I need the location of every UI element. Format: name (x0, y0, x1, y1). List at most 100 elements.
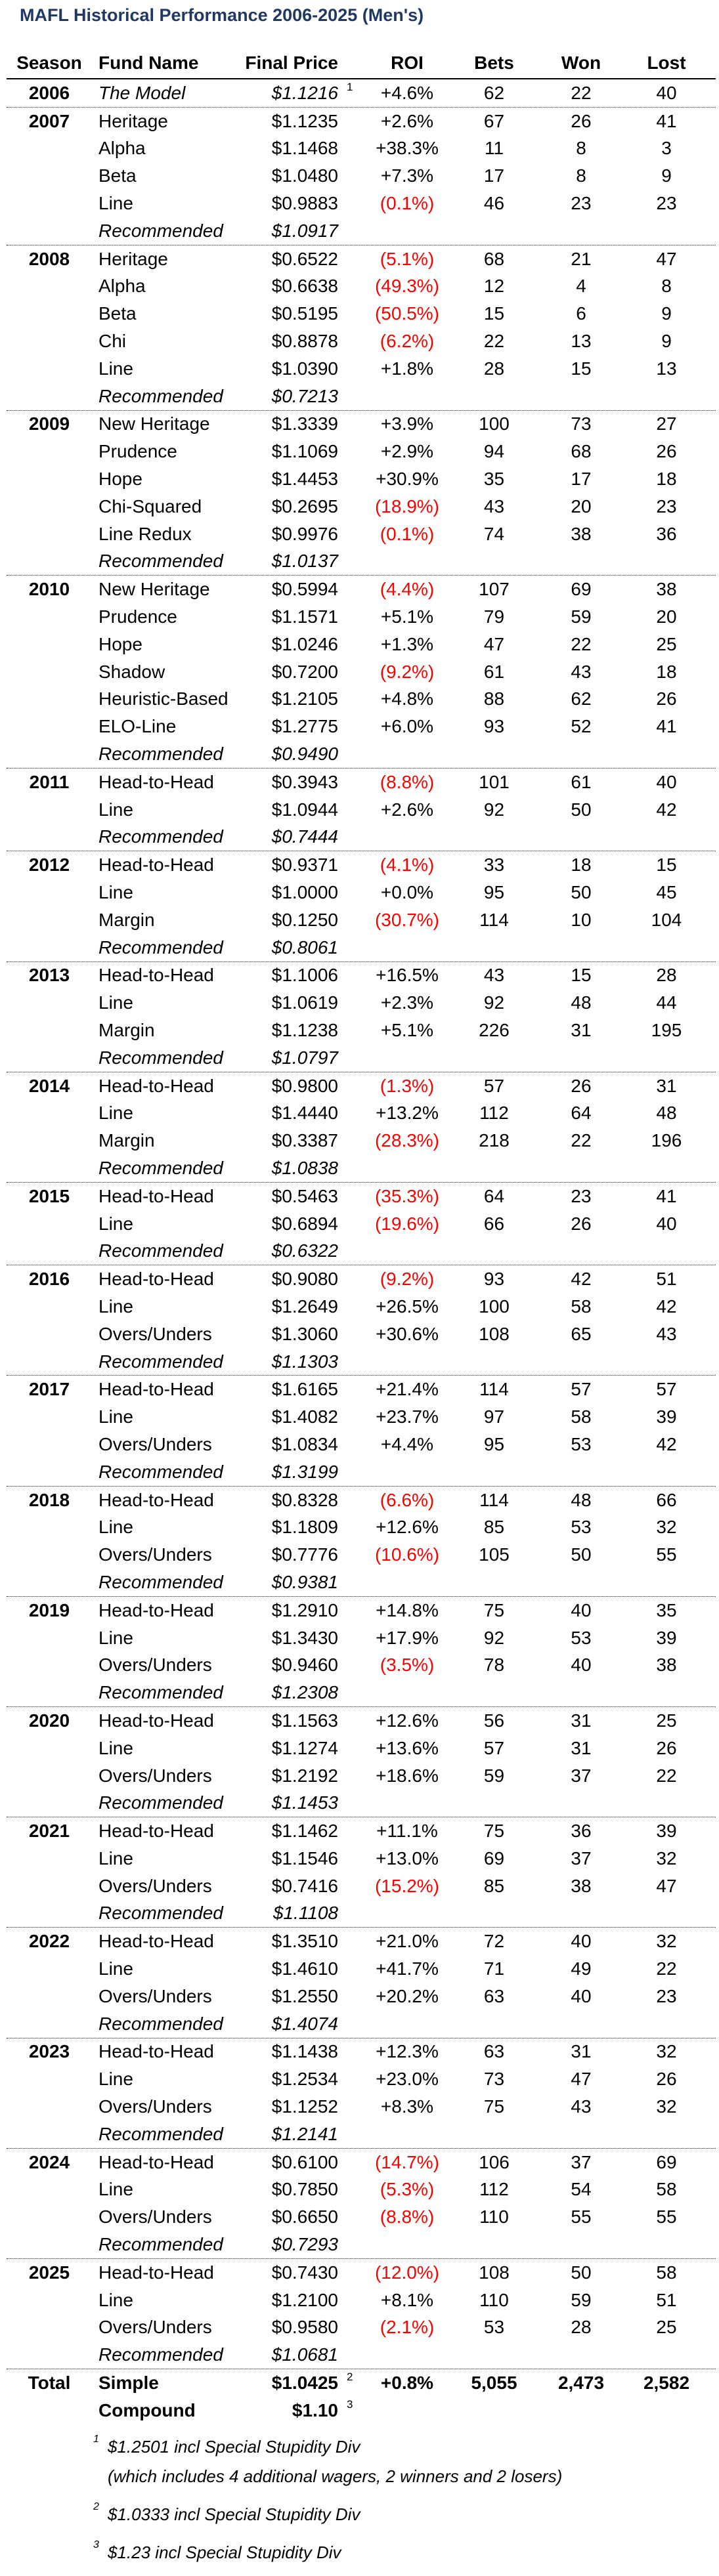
lost-cell: 25 (656, 633, 677, 654)
bets-cell: 74 (483, 523, 505, 544)
table-row: 2018 Head-to-Head $0.8328 (6.6%) 114 48 66 (7, 1487, 716, 1514)
fund-name-cell: Head-to-Head (98, 855, 214, 876)
footnote-marker (338, 1569, 364, 1571)
lost-cell: 32 (656, 1848, 677, 1869)
table-row: 2023 Head-to-Head $1.1438 +12.3% 63 31 32 (7, 2038, 716, 2066)
final-price-cell: $0.9800 (271, 1075, 338, 1096)
table-row: Compound $1.10 3 (7, 2397, 716, 2424)
fund-name-cell: Overs/Unders (98, 1433, 212, 1454)
won-cell: 26 (571, 1075, 592, 1096)
lost-cell: 45 (656, 882, 677, 902)
roi-cell: +2.9% (380, 441, 434, 462)
column-header-won: Won (561, 53, 601, 73)
bets-cell: 43 (483, 496, 505, 517)
lost-cell: 32 (656, 2096, 677, 2117)
roi-cell: (9.2%) (380, 661, 435, 682)
final-price-cell: $1.3060 (271, 1323, 338, 1344)
roi-cell: +5.1% (380, 1019, 434, 1040)
final-price-cell: $1.1252 (271, 2096, 338, 2117)
roi-cell: +21.0% (376, 1931, 439, 1952)
won-cell: 18 (571, 855, 592, 876)
fund-name-cell: Head-to-Head (98, 771, 214, 792)
final-price-cell: $0.2695 (271, 496, 338, 517)
final-price-cell: $1.0480 (271, 165, 338, 186)
lost-cell: 104 (651, 909, 682, 930)
final-price-cell: $0.6100 (271, 2151, 338, 2172)
fund-name-cell: Hope (98, 633, 142, 654)
final-price-cell: $0.1250 (271, 909, 338, 930)
bets-cell: 78 (483, 1655, 505, 1676)
season-cell: 2017 (28, 1379, 70, 1400)
lost-cell: 22 (656, 1958, 677, 1979)
fund-name-cell: Recommended (98, 220, 223, 241)
table-row: 2017 Head-to-Head $1.6165 +21.4% 114 57 57 (7, 1376, 716, 1403)
table-row: Margin $0.1250 (30.7%) 114 10 104 (7, 906, 716, 934)
fund-name-cell: Overs/Unders (98, 1655, 212, 1676)
roi-cell: +17.9% (376, 1627, 439, 1648)
roi-cell: (10.6%) (374, 1544, 440, 1565)
won-cell: 26 (571, 110, 592, 131)
footnote-marker (338, 631, 364, 633)
bets-cell: 12 (483, 276, 505, 297)
won-cell: 8 (576, 138, 586, 159)
won-cell: 61 (571, 771, 592, 792)
footnote-marker (338, 1099, 364, 1101)
footnote-marker (338, 1210, 364, 1212)
final-price-cell: $1.2649 (271, 1296, 338, 1317)
footnote-marker (338, 2259, 364, 2261)
bets-cell: 57 (483, 1075, 505, 1096)
footnote-marker (338, 1403, 364, 1405)
table-row: Recommended $1.4074 (7, 2010, 716, 2038)
lost-cell: 23 (656, 193, 677, 214)
fund-name-cell: Line (98, 992, 133, 1013)
final-price-cell: $1.0797 (271, 1047, 338, 1068)
roi-cell: +2.3% (380, 992, 434, 1013)
bets-cell: 75 (483, 1599, 505, 1620)
final-price-cell: $1.1438 (271, 2041, 338, 2062)
final-price-cell: $0.7776 (271, 1544, 338, 1565)
fund-name-cell: Line (98, 1737, 133, 1758)
fund-name-cell: Chi (98, 331, 127, 352)
bets-cell: 101 (479, 771, 510, 792)
won-cell: 65 (571, 1323, 592, 1344)
table-row: Overs/Unders $1.1252 +8.3% 75 43 32 (7, 2093, 716, 2121)
lost-cell: 13 (656, 358, 677, 379)
fund-name-cell: Head-to-Head (98, 1821, 214, 1842)
table-row: Prudence $1.1069 +2.9% 94 68 26 (7, 438, 716, 465)
roi-cell: +1.8% (380, 358, 434, 379)
season-cell: 2008 (28, 248, 70, 269)
lost-cell: 32 (656, 1931, 677, 1952)
lost-cell: 57 (656, 1379, 677, 1400)
roi-cell: +4.8% (380, 688, 434, 709)
final-price-cell: $1.4453 (271, 469, 338, 490)
bets-cell: 5,055 (471, 2373, 517, 2394)
bets-cell: 47 (483, 633, 505, 654)
lost-cell: 51 (656, 1269, 677, 1290)
footnote-marker (338, 2010, 364, 2012)
lost-cell: 44 (656, 992, 677, 1013)
won-cell: 37 (571, 1765, 592, 1786)
final-price-cell: $1.10 (292, 2399, 338, 2420)
table-row: 2016 Head-to-Head $0.9080 (9.2%) 93 42 51 (7, 1265, 716, 1293)
bets-cell: 72 (483, 1931, 505, 1952)
won-cell: 23 (571, 1185, 592, 1206)
bets-cell: 63 (483, 2041, 505, 2062)
won-cell: 22 (571, 633, 592, 654)
footnote-marker (338, 1458, 364, 1460)
page-title: MAFL Historical Performance 2006-2025 (M… (20, 5, 424, 25)
footnote-marker (338, 300, 364, 302)
table-row: Recommended $1.0681 (7, 2341, 716, 2370)
table-row: 2022 Head-to-Head $1.3510 +21.0% 72 40 32 (7, 1928, 716, 1955)
bets-cell: 106 (479, 2151, 510, 2172)
final-price-cell: $0.5463 (271, 1185, 338, 1206)
fund-name-cell: Margin (98, 909, 155, 930)
final-price-cell: $1.0390 (271, 358, 338, 379)
won-cell: 53 (571, 1627, 592, 1648)
final-price-cell: $0.7850 (271, 2179, 338, 2200)
table-row: 2013 Head-to-Head $1.1006 +16.5% 43 15 28 (7, 962, 716, 990)
roi-cell: +30.9% (376, 469, 439, 490)
won-cell: 69 (571, 579, 592, 600)
final-price-cell: $1.2534 (271, 2069, 338, 2090)
footnote-marker (338, 796, 364, 798)
footnote-marker (338, 1072, 364, 1074)
